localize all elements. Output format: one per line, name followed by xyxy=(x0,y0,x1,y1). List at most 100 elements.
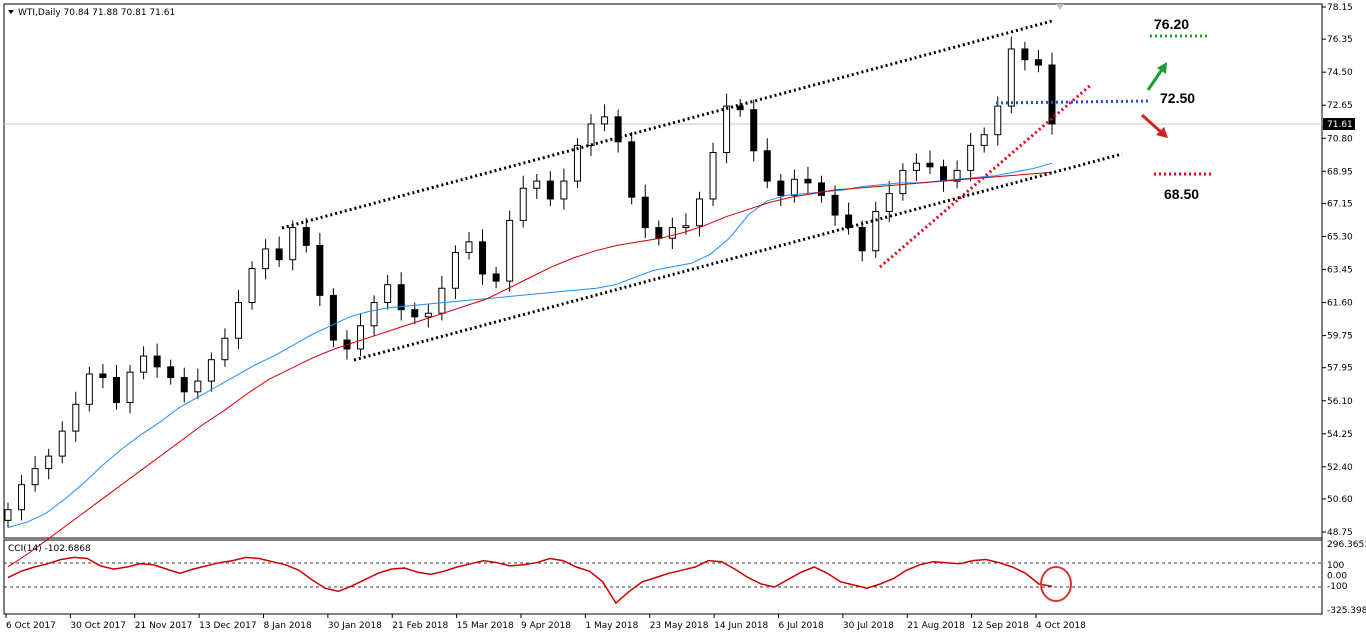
date-tick-label: 30 Jul 2018 xyxy=(843,621,894,631)
candle-body xyxy=(872,210,880,252)
candle-body xyxy=(465,241,473,254)
price-tick-label: 52.40 xyxy=(1327,463,1353,473)
candle-body xyxy=(384,284,392,304)
price-tick-label: 57.95 xyxy=(1327,364,1353,374)
date-tick-label: 21 Nov 2017 xyxy=(135,621,193,631)
candle-body xyxy=(72,403,80,432)
last-price-label: 71.61 xyxy=(1327,120,1353,130)
date-tick-label: 30 Oct 2017 xyxy=(70,621,126,631)
candle-body xyxy=(709,152,717,200)
candle-body xyxy=(994,105,1002,136)
candle-body xyxy=(153,355,161,368)
label-resistance: 72.50 xyxy=(1160,90,1195,106)
cci-tick-label: -325.398 xyxy=(1327,606,1366,616)
cci-highlight-circle xyxy=(1040,566,1072,602)
candle-body xyxy=(194,380,202,393)
candle-body xyxy=(370,302,378,327)
candle-body xyxy=(926,162,934,168)
label-support: 68.50 xyxy=(1164,186,1199,202)
date-tick-label: 15 Mar 2018 xyxy=(457,621,514,631)
candle-body xyxy=(126,371,134,404)
candle-body xyxy=(845,214,853,229)
date-tick-label: 6 Oct 2017 xyxy=(6,621,56,631)
candle-body xyxy=(695,198,703,227)
candle-body xyxy=(980,134,988,146)
candle-body xyxy=(329,294,337,341)
date-tick-label: 6 Jul 2018 xyxy=(779,621,824,631)
candle-body xyxy=(763,150,771,182)
candle-body xyxy=(682,225,690,229)
candle-body xyxy=(1021,48,1029,61)
cci-header: CCI(14) -102.6868 xyxy=(8,544,91,554)
moving-averages xyxy=(7,162,1053,568)
candle-body xyxy=(628,141,636,198)
candle-body xyxy=(533,180,541,189)
candle-body xyxy=(1048,64,1056,125)
price-tick-label: 78.15 xyxy=(1327,3,1353,13)
candle-body xyxy=(818,182,826,196)
dropdown-triangle-icon[interactable] xyxy=(8,10,14,14)
date-tick-label: 21 Feb 2018 xyxy=(392,621,448,631)
candle-body xyxy=(668,227,676,239)
candle-body xyxy=(655,227,663,239)
price-axis: 78.15 76.35 74.50 72.65 70.80 68.95 67.15 65.30… xyxy=(1322,3,1353,538)
trend-line-red xyxy=(879,82,1093,269)
price-tick-label: 67.15 xyxy=(1327,199,1353,209)
candle-body xyxy=(831,194,839,216)
cci-tick-label: 0.00 xyxy=(1327,571,1347,581)
price-tick-label: 59.75 xyxy=(1327,332,1353,342)
candle-body xyxy=(234,302,242,339)
candle-body xyxy=(167,366,175,379)
date-tick-label: 14 Jun 2018 xyxy=(714,621,768,631)
candle-body xyxy=(804,178,812,184)
date-tick-label: 23 May 2018 xyxy=(650,621,709,631)
price-tick-label: 68.95 xyxy=(1327,167,1353,177)
cci-tick-label: -100 xyxy=(1327,582,1348,592)
candle-body xyxy=(573,144,581,182)
candle-body xyxy=(479,241,487,275)
candle-body xyxy=(248,268,256,304)
candle-body xyxy=(940,166,948,182)
candle-body xyxy=(750,109,758,152)
candle-body xyxy=(316,244,324,296)
candle-body xyxy=(451,252,459,289)
candle-body xyxy=(953,169,961,182)
date-tick-label: 13 Dec 2017 xyxy=(199,621,257,631)
price-tick-label: 72.65 xyxy=(1327,101,1353,111)
candle-body xyxy=(967,144,975,171)
candle-body xyxy=(912,162,920,171)
ma-fast-line xyxy=(7,162,1053,528)
date-tick-label: 30 Jan 2018 xyxy=(328,621,382,631)
candle-body xyxy=(262,248,270,270)
price-tick-label: 65.30 xyxy=(1327,232,1353,242)
candle-body xyxy=(546,180,554,200)
candle-body xyxy=(58,430,66,457)
date-tick-label: 12 Sep 2018 xyxy=(972,621,1029,631)
candle-body xyxy=(112,377,120,404)
candle-body xyxy=(18,484,26,511)
price-tick-label: 48.75 xyxy=(1327,528,1353,538)
candle-body xyxy=(1034,59,1042,66)
candle-body xyxy=(31,468,39,486)
candle-body xyxy=(587,123,595,146)
arrow-up-green-icon xyxy=(1146,62,1167,91)
price-tick-label: 74.50 xyxy=(1327,68,1353,78)
price-tick-label: 63.45 xyxy=(1327,266,1353,276)
cci-series-line xyxy=(7,556,1053,605)
candle-body xyxy=(397,284,405,311)
candle-body xyxy=(424,312,432,318)
candle-body xyxy=(180,377,188,393)
candle-body xyxy=(289,227,297,261)
arrow-down-red-icon xyxy=(1140,113,1168,138)
candle-body xyxy=(641,196,649,229)
candle-body xyxy=(302,227,310,246)
candle-body xyxy=(4,509,12,521)
cci-tick-label: 296.3653 xyxy=(1327,540,1366,550)
last-price-tag xyxy=(1323,118,1355,130)
cci-line xyxy=(7,556,1053,605)
candle-body xyxy=(885,193,893,212)
cci-panel-frame xyxy=(3,539,1323,615)
candle-body xyxy=(492,273,500,282)
